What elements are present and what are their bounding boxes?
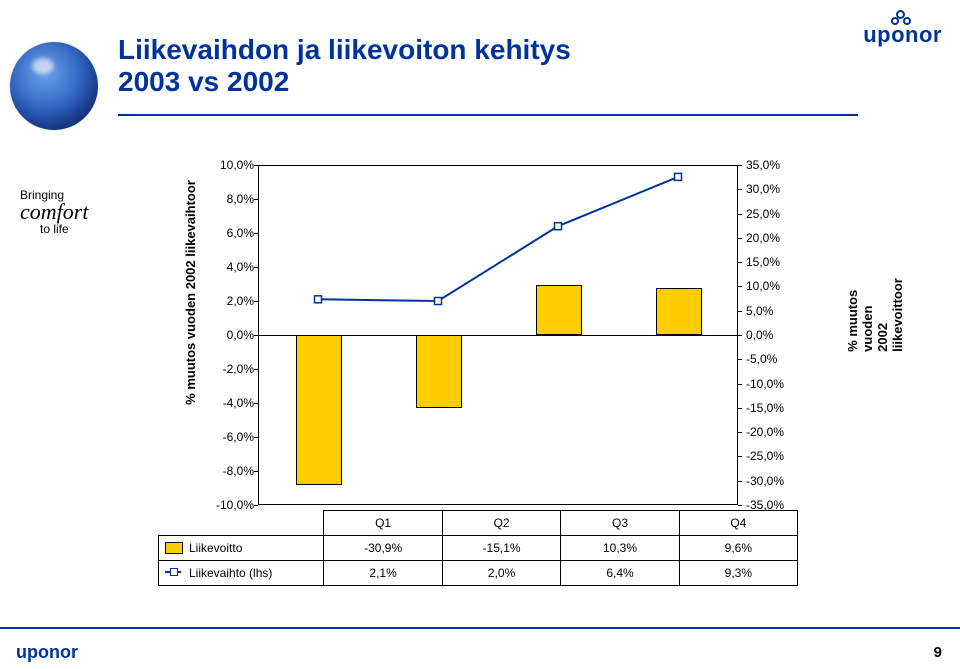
ytick-right: -30,0% bbox=[746, 474, 804, 488]
tagline-2: comfort bbox=[20, 202, 88, 222]
droplet-image bbox=[10, 42, 98, 130]
legend-bar: Liikevoitto bbox=[159, 536, 324, 561]
category-header: Q2 bbox=[442, 511, 560, 536]
title-line2: 2003 vs 2002 bbox=[118, 66, 571, 98]
bar-Q2 bbox=[416, 335, 462, 408]
footer: uponor 9 bbox=[0, 627, 960, 669]
brand-logo-bottom: uponor bbox=[16, 642, 78, 663]
line-value: 2,1% bbox=[324, 561, 442, 586]
ytick-right: -15,0% bbox=[746, 401, 804, 415]
ytick-left: 4,0% bbox=[206, 260, 254, 274]
category-header: Q4 bbox=[679, 511, 797, 536]
legend-line: Liikevaihto (lhs) bbox=[159, 561, 324, 586]
ytick-right: -35,0% bbox=[746, 498, 804, 512]
revenue-profit-chart: % muutos vuoden 2002 liikevaihtoor % muu… bbox=[118, 165, 888, 595]
ytick-right: 0,0% bbox=[746, 328, 804, 342]
ytick-left: 8,0% bbox=[206, 192, 254, 206]
bar-Q4 bbox=[656, 288, 702, 335]
line-value: 2,0% bbox=[442, 561, 560, 586]
ytick-left: 10,0% bbox=[206, 158, 254, 172]
line-value: 6,4% bbox=[561, 561, 679, 586]
ytick-left: -6,0% bbox=[206, 430, 254, 444]
title-line1: Liikevaihdon ja liikevoiton kehitys bbox=[118, 34, 571, 66]
y-axis-left-label: % muutos vuoden 2002 liikevaihtoor bbox=[183, 180, 198, 405]
ytick-right: 15,0% bbox=[746, 255, 804, 269]
ytick-right: 35,0% bbox=[746, 158, 804, 172]
plot-area bbox=[258, 165, 738, 505]
bar-value: -15,1% bbox=[442, 536, 560, 561]
ytick-left: -8,0% bbox=[206, 464, 254, 478]
ytick-right: -25,0% bbox=[746, 449, 804, 463]
ytick-left: -2,0% bbox=[206, 362, 254, 376]
ytick-right: 10,0% bbox=[746, 279, 804, 293]
bar-Q3 bbox=[536, 285, 582, 335]
ytick-left: -4,0% bbox=[206, 396, 254, 410]
brand-name: uponor bbox=[863, 22, 942, 47]
bar-value: 10,3% bbox=[561, 536, 679, 561]
ytick-right: -20,0% bbox=[746, 425, 804, 439]
category-header: Q1 bbox=[324, 511, 442, 536]
ytick-left: 6,0% bbox=[206, 226, 254, 240]
ytick-left: 0,0% bbox=[206, 328, 254, 342]
bar-value: 9,6% bbox=[679, 536, 797, 561]
ytick-right: 5,0% bbox=[746, 304, 804, 318]
bar-value: -30,9% bbox=[324, 536, 442, 561]
brand-logo-top: uponor bbox=[863, 10, 942, 48]
bar-Q1 bbox=[296, 335, 342, 485]
page-title: Liikevaihdon ja liikevoiton kehitys 2003… bbox=[118, 34, 571, 98]
ytick-right: -5,0% bbox=[746, 352, 804, 366]
ytick-right: 20,0% bbox=[746, 231, 804, 245]
ytick-right: -10,0% bbox=[746, 377, 804, 391]
category-header: Q3 bbox=[561, 511, 679, 536]
y-axis-right-label: % muutos vuoden 2002 liikevoittoor bbox=[845, 278, 905, 352]
ytick-right: 30,0% bbox=[746, 182, 804, 196]
ytick-left: 2,0% bbox=[206, 294, 254, 308]
tagline: Bringing comfort to life bbox=[20, 188, 88, 236]
page-number: 9 bbox=[934, 644, 942, 661]
ytick-right: 25,0% bbox=[746, 207, 804, 221]
line-value: 9,3% bbox=[679, 561, 797, 586]
title-rule bbox=[118, 114, 858, 116]
ytick-left: -10,0% bbox=[206, 498, 254, 512]
legend-data-table: Q1Q2Q3Q4 Liikevoitto-30,9%-15,1%10,3%9,6%… bbox=[158, 510, 798, 586]
